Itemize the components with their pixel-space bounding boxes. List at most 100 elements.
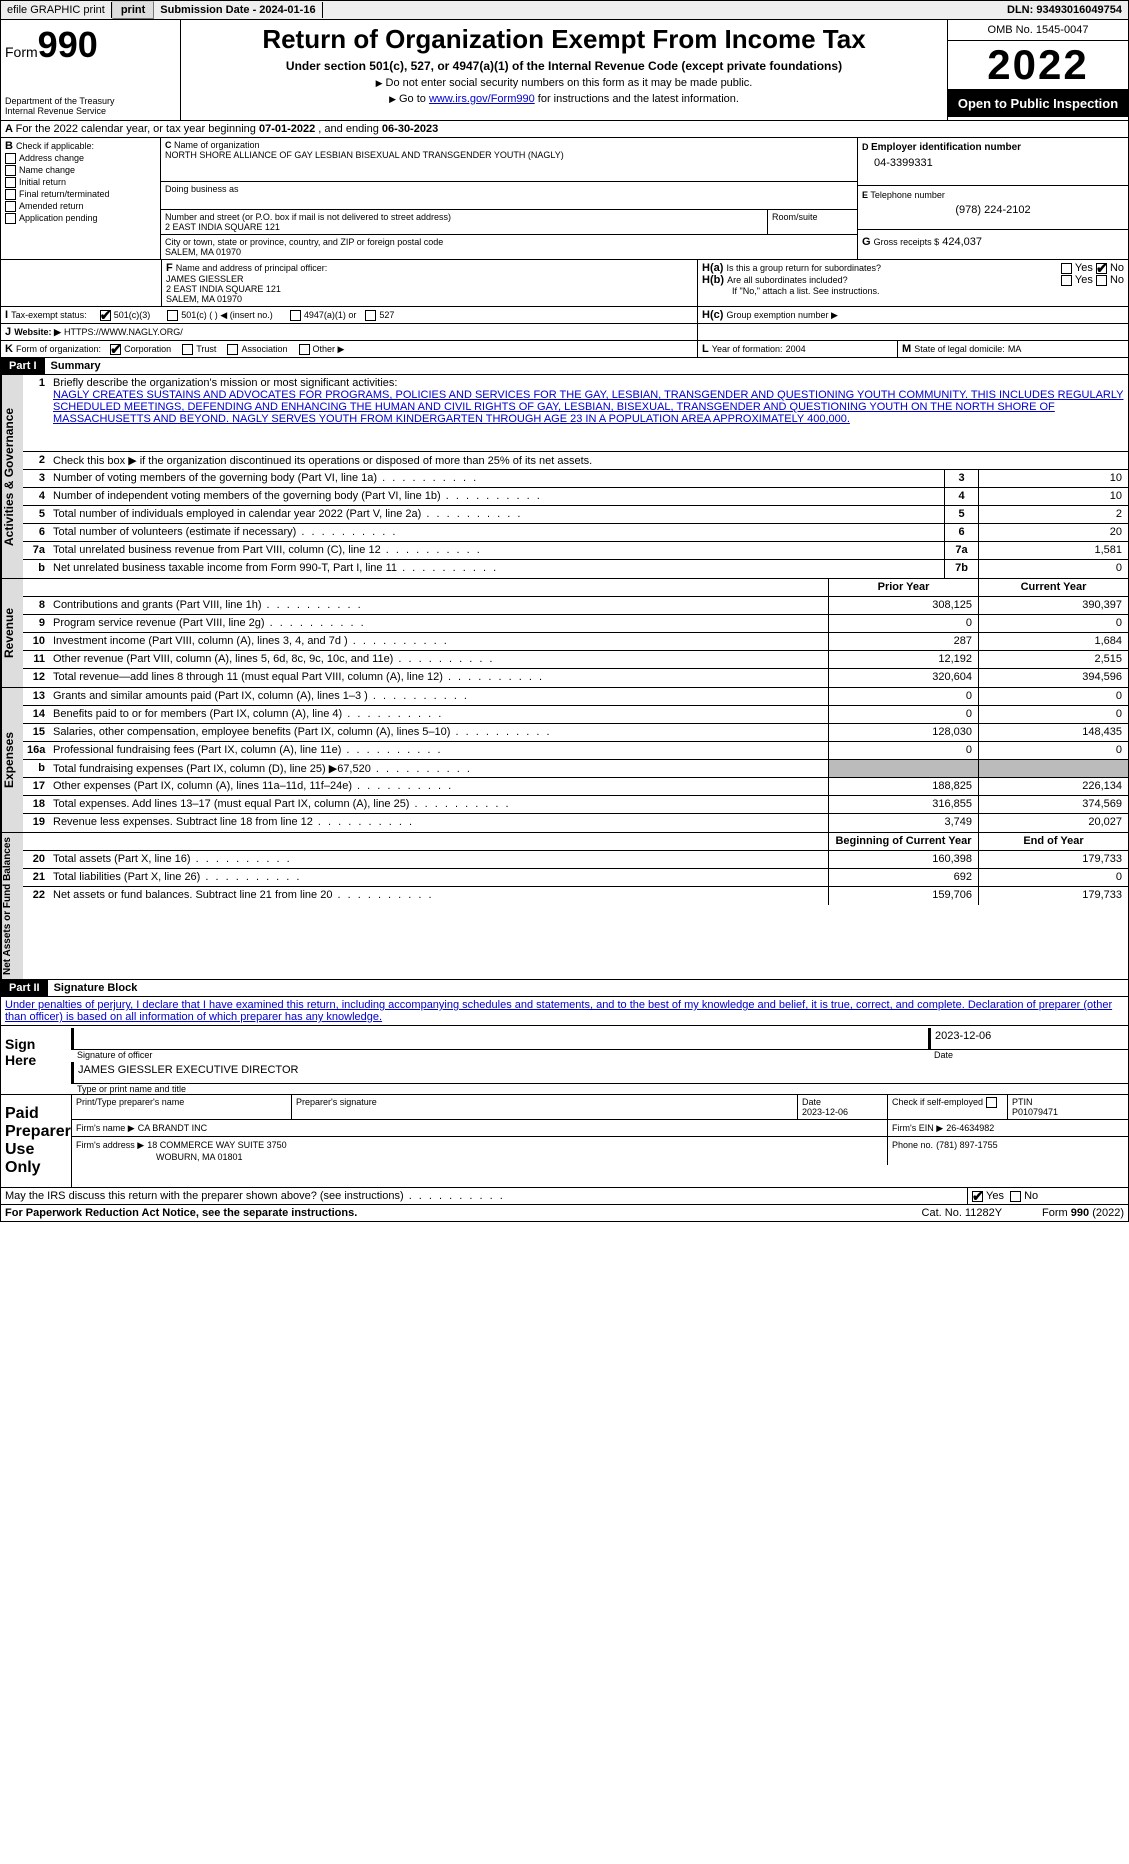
cb-527[interactable] — [365, 310, 376, 321]
tax-year: 2022 — [948, 41, 1128, 90]
part2-header: Part IISignature Block — [0, 980, 1129, 997]
table-row: 21Total liabilities (Part X, line 26)692… — [23, 869, 1128, 887]
cb-501c[interactable] — [167, 310, 178, 321]
table-row: 7aTotal unrelated business revenue from … — [23, 542, 1128, 560]
cb-address-change[interactable] — [5, 153, 16, 164]
city-state-zip: SALEM, MA 01970 — [165, 247, 853, 257]
print-button[interactable]: print — [112, 1, 154, 19]
table-row: 8Contributions and grants (Part VIII, li… — [23, 597, 1128, 615]
ein: 04-3399331 — [862, 153, 1124, 169]
phone: (978) 224-2102 — [862, 200, 1124, 216]
goto-note: Go to www.irs.gov/Form990 for instructio… — [185, 93, 943, 105]
side-expenses: Expenses — [1, 688, 23, 832]
col-b: B Check if applicable: Address change Na… — [1, 138, 161, 259]
cb-initial-return[interactable] — [5, 177, 16, 188]
form-ref: Form 990 (2022) — [1042, 1207, 1124, 1219]
table-row: 16aProfessional fundraising fees (Part I… — [23, 742, 1128, 760]
cat-no: Cat. No. 11282Y — [922, 1207, 1003, 1219]
table-row: 11Other revenue (Part VIII, column (A), … — [23, 651, 1128, 669]
row-i: I Tax-exempt status: 501(c)(3) 501(c) ( … — [0, 307, 1129, 324]
irs-link[interactable]: www.irs.gov/Form990 — [429, 93, 535, 105]
pra-notice: For Paperwork Reduction Act Notice, see … — [5, 1207, 357, 1219]
table-row: 12Total revenue—add lines 8 through 11 (… — [23, 669, 1128, 687]
dept-treasury: Department of the Treasury — [5, 96, 176, 106]
declaration: Under penalties of perjury, I declare th… — [0, 997, 1129, 1026]
col-deg: D Employer identification number 04-3399… — [858, 138, 1128, 259]
topbar: efile GRAPHIC print print Submission Dat… — [0, 0, 1129, 20]
preparer-phone: (781) 897-1755 — [936, 1140, 998, 1150]
row-j: J Website: ▶ HTTPS://WWW.NAGLY.ORG/ — [0, 324, 1129, 341]
table-row: 10Investment income (Part VIII, column (… — [23, 633, 1128, 651]
row-klm: K Form of organization: Corporation Trus… — [0, 341, 1129, 358]
cb-app-pending[interactable] — [5, 213, 16, 224]
table-row: 6Total number of volunteers (estimate if… — [23, 524, 1128, 542]
footer: For Paperwork Reduction Act Notice, see … — [0, 1205, 1129, 1222]
cb-501c3[interactable] — [100, 310, 111, 321]
side-netassets: Net Assets or Fund Balances — [1, 833, 23, 979]
table-row: bTotal fundraising expenses (Part IX, co… — [23, 760, 1128, 778]
col-c: C Name of organization NORTH SHORE ALLIA… — [161, 138, 858, 259]
dln: DLN: 93493016049754 — [1001, 2, 1128, 18]
table-row: 4Number of independent voting members of… — [23, 488, 1128, 506]
submission-date: Submission Date - 2024-01-16 — [154, 2, 322, 18]
paid-preparer-block: Paid Preparer Use Only Print/Type prepar… — [0, 1095, 1129, 1188]
table-row: 18Total expenses. Add lines 13–17 (must … — [23, 796, 1128, 814]
open-inspection: Open to Public Inspection — [948, 90, 1128, 117]
org-name: NORTH SHORE ALLIANCE OF GAY LESBIAN BISE… — [165, 150, 853, 160]
officer-name: JAMES GIESSLER — [166, 274, 693, 284]
street: 2 EAST INDIA SQUARE 121 — [165, 222, 763, 232]
sign-here-block: Sign Here Signature of officer 2023-12-0… — [0, 1026, 1129, 1095]
cb-assoc[interactable] — [227, 344, 238, 355]
ssn-note: Do not enter social security numbers on … — [185, 77, 943, 89]
table-row: 5Total number of individuals employed in… — [23, 506, 1128, 524]
table-row: 19Revenue less expenses. Subtract line 1… — [23, 814, 1128, 832]
cb-other[interactable] — [299, 344, 310, 355]
table-row: 20Total assets (Part X, line 16)160,3981… — [23, 851, 1128, 869]
cb-trust[interactable] — [182, 344, 193, 355]
irs-label: Internal Revenue Service — [5, 106, 176, 116]
entity-block: B Check if applicable: Address change Na… — [0, 138, 1129, 260]
section-expenses: Expenses 13Grants and similar amounts pa… — [0, 688, 1129, 833]
cb-discuss-yes[interactable] — [972, 1191, 983, 1202]
efile-label: efile GRAPHIC print — [1, 2, 112, 18]
cb-ha-yes[interactable] — [1061, 263, 1072, 274]
cb-discuss-no[interactable] — [1010, 1191, 1021, 1202]
cb-4947[interactable] — [290, 310, 301, 321]
section-netassets: Net Assets or Fund Balances Beginning of… — [0, 833, 1129, 980]
cb-self-employed[interactable] — [986, 1097, 997, 1108]
sign-here-label: Sign Here — [1, 1026, 71, 1094]
cb-final-return[interactable] — [5, 189, 16, 200]
section-revenue: Revenue Prior YearCurrent Year 8Contribu… — [0, 579, 1129, 688]
side-governance: Activities & Governance — [1, 375, 23, 578]
table-row: 9Program service revenue (Part VIII, lin… — [23, 615, 1128, 633]
cb-hb-yes[interactable] — [1061, 275, 1072, 286]
mission-text: NAGLY CREATES SUSTAINS AND ADVOCATES FOR… — [53, 389, 1124, 425]
ptin: P01079471 — [1012, 1107, 1124, 1117]
cb-name-change[interactable] — [5, 165, 16, 176]
table-row: 17Other expenses (Part IX, column (A), l… — [23, 778, 1128, 796]
table-row: 13Grants and similar amounts paid (Part … — [23, 688, 1128, 706]
cb-hb-no[interactable] — [1096, 275, 1107, 286]
section-governance: Activities & Governance 1Briefly describ… — [0, 375, 1129, 579]
header-left: Form990 Department of the Treasury Inter… — [1, 20, 181, 120]
cb-amended-return[interactable] — [5, 201, 16, 212]
side-revenue: Revenue — [1, 579, 23, 687]
table-row: bNet unrelated business taxable income f… — [23, 560, 1128, 578]
may-irs-discuss: May the IRS discuss this return with the… — [0, 1188, 1129, 1205]
form-subtitle: Under section 501(c), 527, or 4947(a)(1)… — [185, 59, 943, 73]
table-row: 22Net assets or fund balances. Subtract … — [23, 887, 1128, 905]
cb-corp[interactable] — [110, 344, 121, 355]
paid-preparer-label: Paid Preparer Use Only — [1, 1095, 71, 1187]
table-row: 3Number of voting members of the governi… — [23, 470, 1128, 488]
row-fh: F Name and address of principal officer:… — [0, 260, 1129, 307]
part1-header: Part ISummary — [0, 358, 1129, 375]
header-mid: Return of Organization Exempt From Incom… — [181, 20, 948, 120]
omb-number: OMB No. 1545-0047 — [948, 20, 1128, 41]
form-title: Return of Organization Exempt From Incom… — [185, 24, 943, 55]
cb-ha-no[interactable] — [1096, 263, 1107, 274]
firm-name: CA BRANDT INC — [138, 1123, 207, 1133]
table-row: 15Salaries, other compensation, employee… — [23, 724, 1128, 742]
officer-name-title: JAMES GIESSLER EXECUTIVE DIRECTOR — [71, 1062, 1128, 1084]
header-right: OMB No. 1545-0047 2022 Open to Public In… — [948, 20, 1128, 120]
row-a: A For the 2022 calendar year, or tax yea… — [0, 121, 1129, 138]
